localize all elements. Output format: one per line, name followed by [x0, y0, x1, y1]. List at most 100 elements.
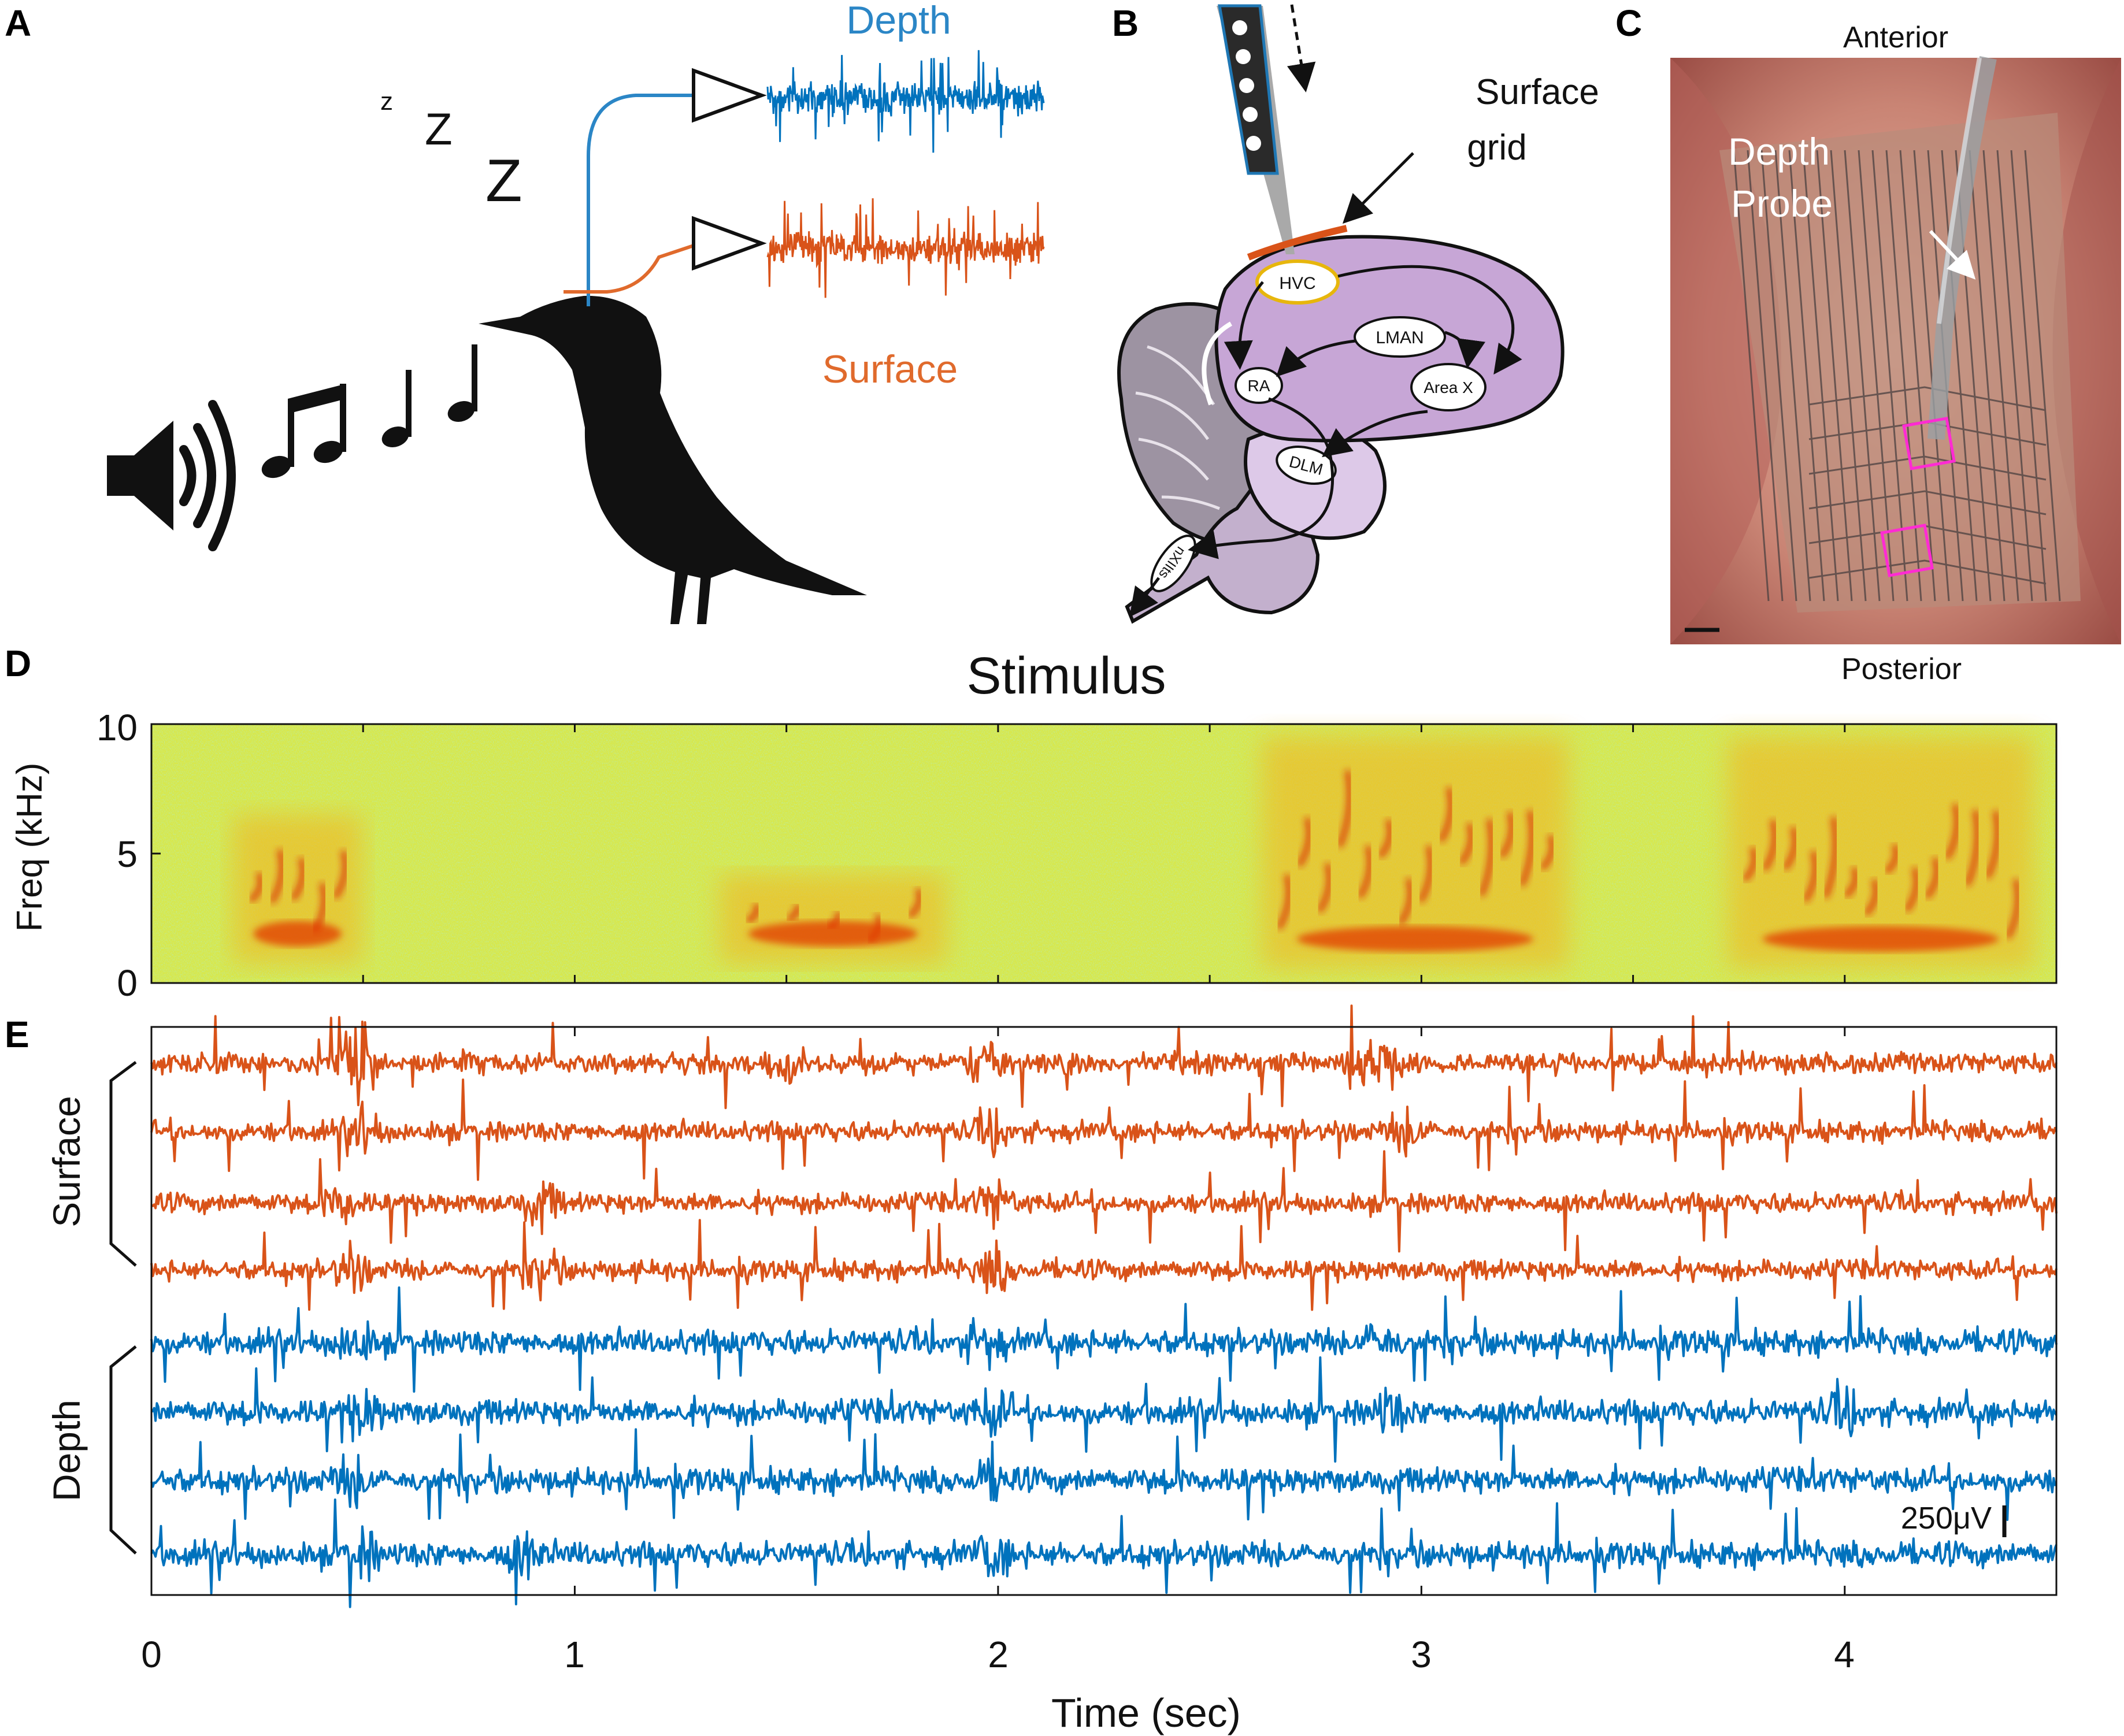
- grid-trace-19: [1996, 150, 2033, 602]
- grid-trace-8: [1844, 150, 1881, 602]
- panel-c: C Anterior Posterior Depth Probe: [1615, 2, 2121, 686]
- grid-branch-0: [1808, 386, 2047, 411]
- grid-branch-3: [1808, 490, 2047, 515]
- grid-branch-5: [1808, 559, 2047, 585]
- nucleus-area-x-label: Area X: [1424, 379, 1473, 396]
- nucleus-hvc-label: HVC: [1279, 274, 1315, 293]
- sleep-letter-1: z: [380, 87, 393, 116]
- depth-lead-wire: [587, 94, 694, 306]
- cerebellum-folia: [1135, 345, 1220, 510]
- depth-trace-3: [150, 1428, 2058, 1521]
- surface-trace-1: [150, 1004, 2058, 1110]
- depth-group-label: Depth: [45, 1400, 88, 1501]
- depth-group-bracket: [109, 1345, 137, 1555]
- grid-trace-20: [2010, 150, 2047, 602]
- xtick-label-1: 1: [564, 1634, 585, 1675]
- surface-trace-4: [150, 1219, 2058, 1311]
- xtick-label-3: 3: [1411, 1634, 1432, 1675]
- nucleus-dlm: [1276, 446, 1337, 485]
- spectrogram-event-1: [233, 814, 362, 963]
- xtick-label-4: 4: [1834, 1634, 1855, 1675]
- grid-trace-3: [1774, 150, 1811, 602]
- mini-depth-trace-line: [766, 50, 1045, 153]
- panel-a: A z Z Z: [5, 0, 1045, 624]
- probe-shank: [1927, 56, 1997, 440]
- depth-probe-icon: [1217, 4, 1295, 254]
- surgical-photo: Depth Probe: [1670, 56, 2121, 644]
- grid-trace-18: [1982, 150, 2019, 602]
- surface-grid-arrow: [1342, 152, 1414, 224]
- spectrogram-event-4: [1727, 737, 2034, 969]
- surface-trace-2: [150, 1078, 2058, 1181]
- nucleus-area-x: [1410, 363, 1487, 411]
- surface-grid-label-2: grid: [1467, 128, 1526, 168]
- depth-trace-2: [151, 1356, 2058, 1463]
- anterior-label: Anterior: [1843, 21, 1948, 54]
- grid-trace-6: [1816, 150, 1853, 602]
- surface-lead-wire: [564, 244, 694, 294]
- mini-depth-trace: [766, 50, 1045, 153]
- nucleus-ra: [1235, 367, 1283, 404]
- ephys-traces: [150, 1004, 2058, 1608]
- surface-group-label: Surface: [45, 1096, 88, 1227]
- depth-probe-arrow: [1929, 229, 1976, 280]
- panel-b: B Surface grid: [1112, 2, 1599, 624]
- depth-probe-label-2: Probe: [1731, 182, 1833, 225]
- grid-branch-2: [1808, 455, 2047, 481]
- spectrogram-ylabel: Freq (kHz): [10, 763, 50, 932]
- spectrogram-event-3: [1261, 737, 1569, 969]
- music-notes-icon: [261, 344, 477, 478]
- insertion-direction-arrow: [1287, 4, 1316, 92]
- surface-amplifier-icon: [692, 216, 767, 271]
- grid-trace-4: [1788, 150, 1825, 602]
- traces-axis-ticks: [150, 1027, 1846, 1595]
- spectrogram-axis-ticks: [150, 723, 2058, 984]
- speaker-icon: [107, 400, 236, 551]
- nucleus-hvc: [1255, 259, 1340, 305]
- ytick-label-10: 10: [97, 707, 138, 748]
- nucleus-ra-label: RA: [1248, 377, 1270, 395]
- depth-trace-4: [150, 1498, 2058, 1608]
- grid-trace-9: [1858, 150, 1895, 602]
- highlight-box-2: [1880, 524, 1934, 577]
- brain-sulcus: [1202, 321, 1233, 406]
- surface-group-bracket: [109, 1060, 137, 1267]
- xaxis-label: Time (sec): [1051, 1690, 1241, 1735]
- depth-amplifier-icon: [692, 68, 767, 123]
- panel-e: E Surface Depth 250μV 0 1 2 3 4 Time (se…: [5, 1004, 2058, 1735]
- surface-label: Surface: [822, 347, 958, 391]
- grid-trace-1: [1747, 150, 1784, 602]
- highlight-box-1: [1902, 417, 1956, 470]
- bird-silhouette-icon: [479, 295, 867, 624]
- xtick-label-2: 2: [988, 1634, 1009, 1675]
- grid-trace-2: [1760, 150, 1797, 602]
- grid-trace-15: [1941, 150, 1978, 602]
- grid-trace-13: [1913, 150, 1950, 602]
- surface-grid-label-1: Surface: [1476, 72, 1599, 112]
- nucleus-lman-label: LMAN: [1376, 328, 1424, 347]
- spectrogram-title: Stimulus: [966, 647, 1166, 705]
- grid-trace-5: [1802, 150, 1839, 602]
- spectrogram-events: [233, 737, 2034, 969]
- depth-probe-label-1: Depth: [1728, 130, 1830, 173]
- grid-trace-7: [1830, 150, 1867, 602]
- grid-trace-17: [1969, 150, 2006, 602]
- mini-surface-trace-line: [766, 198, 1045, 298]
- panel-letter-c: C: [1615, 2, 1642, 44]
- sleep-letter-3: Z: [485, 147, 522, 214]
- ytick-label-0: 0: [117, 962, 138, 1004]
- panel-letter-a: A: [5, 2, 31, 44]
- panel-letter-d: D: [5, 643, 31, 684]
- mini-surface-trace: [766, 198, 1045, 298]
- grid-trace-10: [1871, 150, 1908, 602]
- nucleus-lman: [1354, 316, 1446, 358]
- circuit-arrows: [1129, 265, 1522, 617]
- traces-frame: [150, 1026, 2058, 1596]
- panel-letter-e: E: [5, 1014, 29, 1055]
- spectrogram: [150, 723, 2058, 984]
- panel-letter-b: B: [1112, 2, 1139, 44]
- grid-trace-0: [1733, 150, 1770, 602]
- scale-bar-label: 250μV: [1901, 1501, 1992, 1535]
- posterior-label: Posterior: [1841, 652, 1962, 686]
- sleep-letter-2: Z: [425, 103, 453, 154]
